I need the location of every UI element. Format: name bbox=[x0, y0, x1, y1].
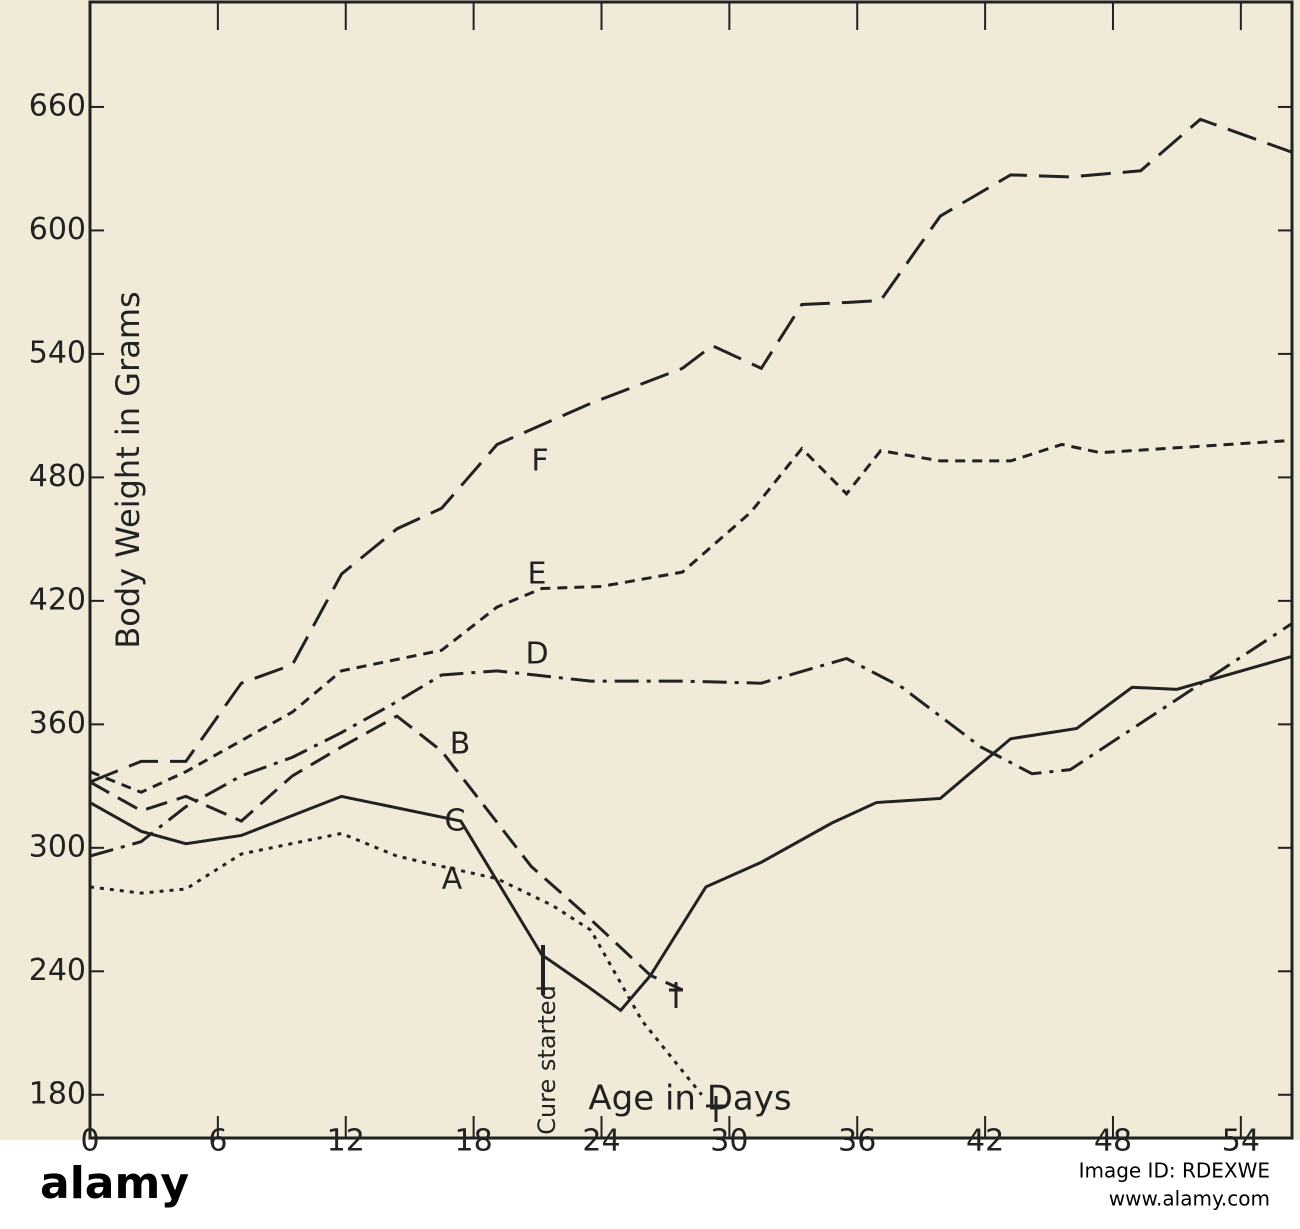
y-tick-label: 180 bbox=[29, 1076, 86, 1111]
x-tick-label: 42 bbox=[966, 1124, 1004, 1159]
plot-frame bbox=[88, 0, 1294, 1140]
annotation: Cure started bbox=[533, 985, 561, 1135]
death-marker bbox=[706, 1096, 726, 1122]
x-tick-label: 12 bbox=[327, 1124, 365, 1159]
y-tick-label: 300 bbox=[29, 829, 86, 864]
series-line bbox=[89, 438, 1293, 794]
series-label: C bbox=[445, 804, 466, 839]
series-label: A bbox=[442, 862, 463, 897]
y-tick-label: 240 bbox=[29, 953, 86, 988]
x-tick-label: 30 bbox=[710, 1124, 748, 1159]
y-tick-label: 480 bbox=[29, 459, 86, 494]
x-axis-label: Age in Days bbox=[588, 1079, 791, 1119]
x-tick-label: 0 bbox=[80, 1124, 99, 1159]
series-line bbox=[89, 117, 1293, 784]
y-tick-label: 600 bbox=[29, 212, 86, 247]
y-tick-label: 540 bbox=[29, 335, 86, 370]
y-tick-label: 420 bbox=[29, 582, 86, 617]
x-tick-label: 36 bbox=[838, 1124, 876, 1159]
x-tick-label: 54 bbox=[1222, 1124, 1260, 1159]
x-tick-label: 18 bbox=[455, 1124, 493, 1159]
chart-background bbox=[0, 0, 1300, 1140]
footer-logo: alamy bbox=[40, 1158, 189, 1209]
footer-background bbox=[0, 1140, 1300, 1229]
x-tick-label: 48 bbox=[1094, 1124, 1132, 1159]
series-line bbox=[89, 714, 684, 992]
series-label: E bbox=[528, 557, 547, 592]
y-tick-label: 360 bbox=[29, 706, 86, 741]
series-line bbox=[89, 622, 1293, 858]
series-line bbox=[89, 654, 1293, 1013]
series-label: D bbox=[525, 637, 548, 672]
y-tick-label: 660 bbox=[29, 88, 86, 123]
series-label: B bbox=[450, 727, 471, 762]
series-label: F bbox=[531, 444, 548, 479]
footer-site: www.alamy.com bbox=[1109, 1187, 1270, 1211]
x-tick-label: 24 bbox=[582, 1124, 620, 1159]
x-tick-label: 6 bbox=[208, 1124, 227, 1159]
footer-image-id: Image ID: RDEXWE bbox=[1079, 1159, 1270, 1183]
y-axis-label: Body Weight in Grams bbox=[109, 291, 147, 648]
series-line bbox=[89, 831, 703, 1096]
death-marker bbox=[669, 982, 683, 1008]
